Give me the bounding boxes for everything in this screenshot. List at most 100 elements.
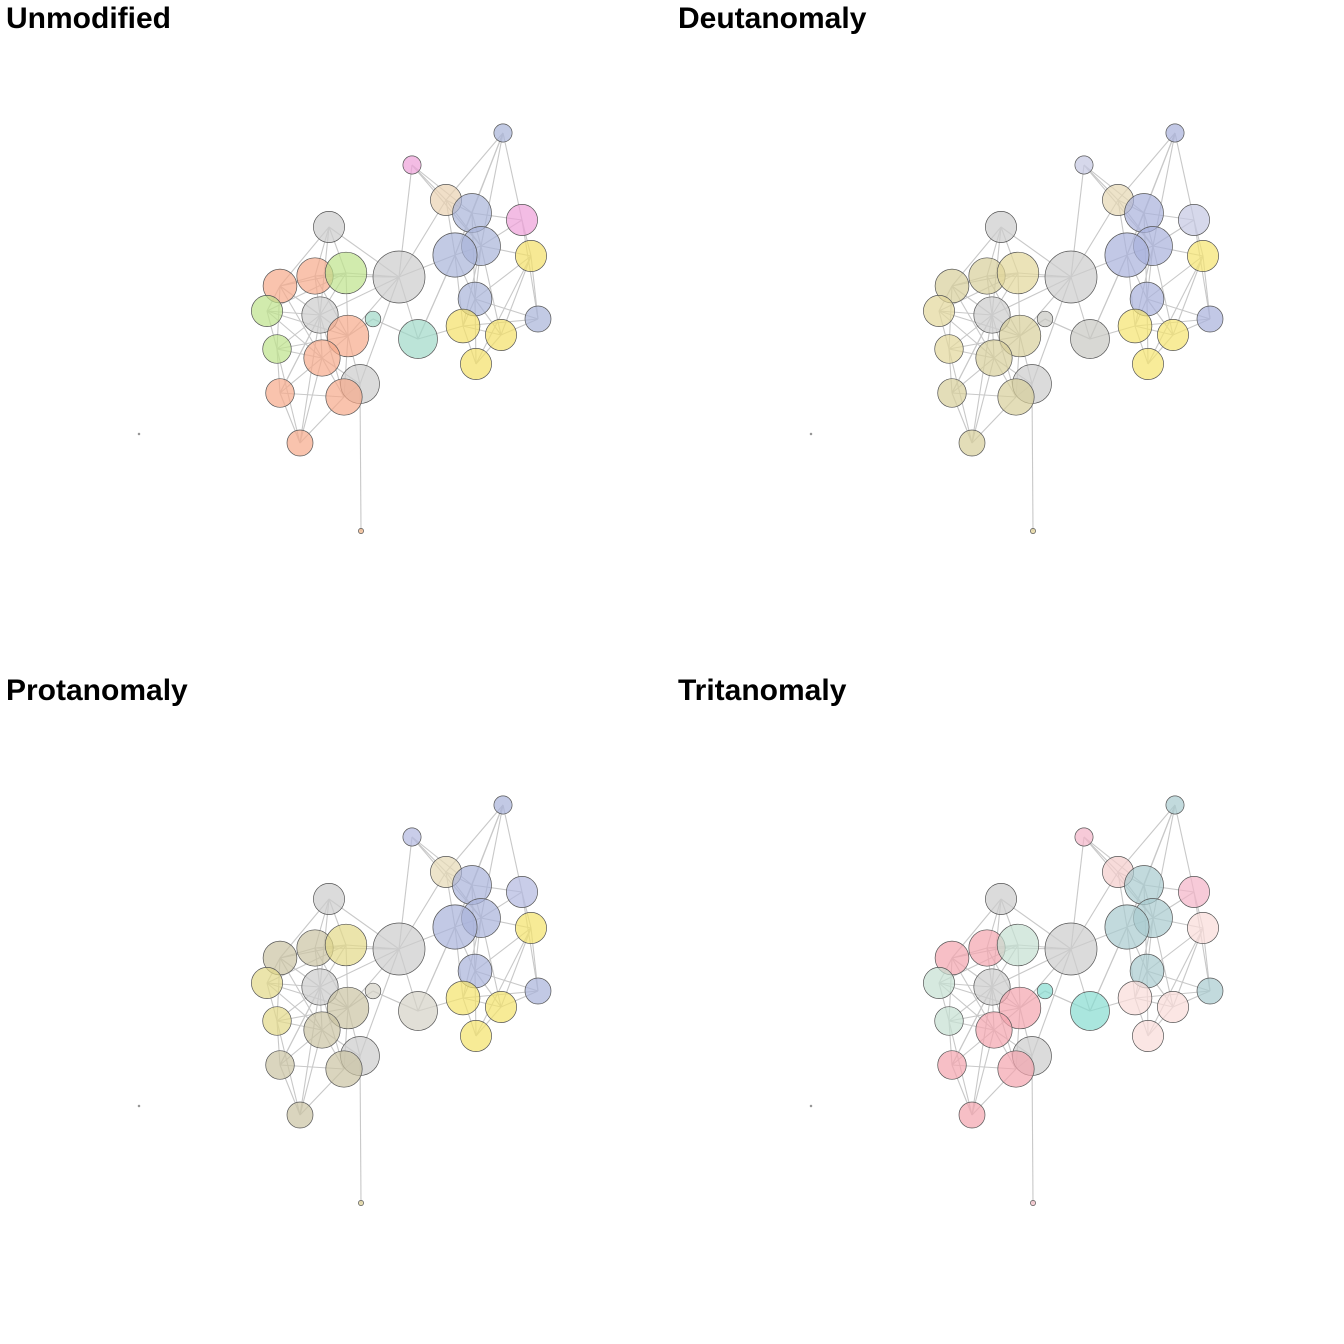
network-node xyxy=(958,429,986,457)
network-node xyxy=(998,314,1042,358)
network-node xyxy=(326,314,370,358)
network-node xyxy=(262,334,292,364)
network-node xyxy=(524,977,552,1005)
network-node xyxy=(524,305,552,333)
network-edge xyxy=(1031,1055,1034,1204)
network-node xyxy=(251,967,283,999)
network-node xyxy=(326,986,370,1030)
network-node xyxy=(973,296,1011,334)
network-node xyxy=(460,348,492,380)
network-node xyxy=(515,240,547,272)
network-node xyxy=(1036,310,1054,328)
network-node xyxy=(975,1011,1013,1049)
network-node xyxy=(402,827,422,847)
network-node xyxy=(1117,308,1153,344)
network-node xyxy=(506,204,538,236)
network-node xyxy=(301,968,339,1006)
network-node xyxy=(324,923,368,967)
network-node xyxy=(313,883,345,915)
network-node xyxy=(432,232,478,278)
network-node xyxy=(358,528,364,534)
network-node xyxy=(958,1101,986,1129)
network-node xyxy=(445,308,481,344)
network-node xyxy=(985,883,1017,915)
network-edge xyxy=(971,986,993,1116)
network-node xyxy=(1187,240,1219,272)
network-node xyxy=(265,1050,295,1080)
network-node xyxy=(996,923,1040,967)
network-edge xyxy=(971,314,993,444)
network-node xyxy=(1157,991,1189,1023)
network-edge xyxy=(299,986,321,1116)
network-node xyxy=(460,1020,492,1052)
network-node xyxy=(324,251,368,295)
network-node xyxy=(996,251,1040,295)
network-node xyxy=(445,980,481,1016)
network-node xyxy=(997,1050,1035,1088)
nodes xyxy=(137,123,552,534)
network-node xyxy=(985,211,1017,243)
network-node xyxy=(1104,232,1150,278)
panel-title: Tritanomaly xyxy=(678,674,847,707)
network-node xyxy=(364,982,382,1000)
network-node xyxy=(809,432,813,436)
network-node xyxy=(137,432,141,436)
network-node xyxy=(452,193,492,233)
network-graph xyxy=(809,795,1224,1206)
network-edge xyxy=(1147,927,1204,1037)
network-edge xyxy=(1147,255,1204,365)
network-node xyxy=(485,319,517,351)
network-node xyxy=(493,123,513,143)
network-node xyxy=(303,339,341,377)
network-node xyxy=(137,1104,141,1108)
network-node xyxy=(1178,204,1210,236)
network-node xyxy=(402,155,422,175)
network-node xyxy=(325,1050,363,1088)
network-node xyxy=(1070,319,1110,359)
network-node xyxy=(1117,980,1153,1016)
network-graph xyxy=(809,123,1224,534)
network-edge xyxy=(359,383,362,532)
network-node xyxy=(934,334,964,364)
network-node xyxy=(1036,982,1054,1000)
nodes xyxy=(809,795,1224,1206)
panel-unmodified: Unmodified xyxy=(0,0,672,672)
network-node xyxy=(398,319,438,359)
network-node xyxy=(265,378,295,408)
network-node xyxy=(452,865,492,905)
nodes xyxy=(137,795,552,1206)
network-node xyxy=(1178,876,1210,908)
network-node xyxy=(372,922,426,976)
panel-tritanomaly: Tritanomaly xyxy=(672,672,1344,1344)
network-node xyxy=(506,876,538,908)
network-node xyxy=(1074,827,1094,847)
panel-title: Deutanomaly xyxy=(678,2,867,35)
network-node xyxy=(1070,991,1110,1031)
network-node xyxy=(432,904,478,950)
network-node xyxy=(1157,319,1189,351)
panel-title: Protanomaly xyxy=(6,674,188,707)
network-node xyxy=(1124,193,1164,233)
network-edge xyxy=(359,1055,362,1204)
network-node xyxy=(262,1006,292,1036)
network-node xyxy=(923,295,955,327)
network-edge xyxy=(475,255,532,365)
panel-title: Unmodified xyxy=(6,2,171,35)
network-graph xyxy=(137,795,552,1206)
network-node xyxy=(493,795,513,815)
network-node xyxy=(937,1050,967,1080)
network-node xyxy=(1187,912,1219,944)
network-node xyxy=(515,912,547,944)
network-node xyxy=(1132,1020,1164,1052)
network-node xyxy=(973,968,1011,1006)
network-node xyxy=(372,250,426,304)
network-node xyxy=(1165,795,1185,815)
network-node xyxy=(1124,865,1164,905)
network-edge xyxy=(475,927,532,1037)
network-node xyxy=(303,1011,341,1049)
nodes xyxy=(809,123,1224,534)
network-edge xyxy=(1031,383,1034,532)
network-node xyxy=(975,339,1013,377)
network-node xyxy=(313,211,345,243)
network-node xyxy=(1104,904,1150,950)
